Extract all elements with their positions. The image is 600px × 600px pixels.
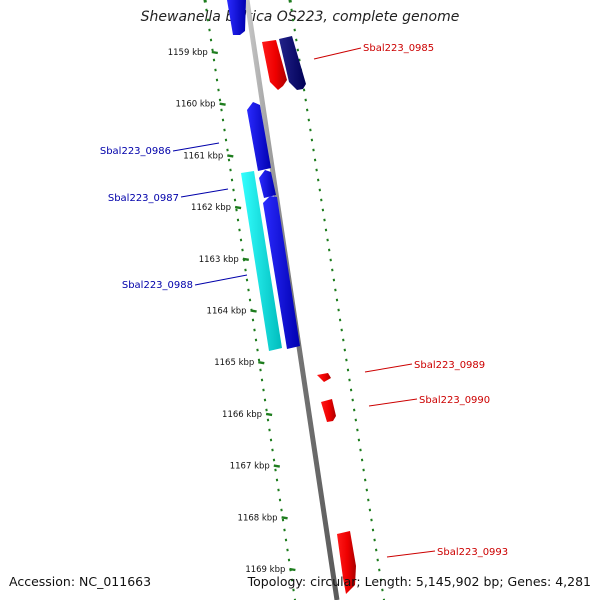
gene-leader-line [172,142,220,152]
accession-text: Accession: NC_011663 [9,574,152,589]
tick-mark [273,464,280,468]
gene-navy-forward-arrow [279,36,306,90]
tick-label: 1166 kbp [222,410,262,420]
gene-leader-line [180,188,229,198]
tick-mark [234,205,242,210]
inner-ring-dash [203,0,207,3]
gene-blue-long-arrow [263,196,300,349]
outer-ring-dash [288,0,292,3]
outer-scale-ring [288,0,386,600]
gene-leader-line [368,398,418,407]
gene-label-sbal223-0989[interactable]: Sbal223_0989 [414,360,485,371]
tick-mark [250,309,257,313]
inner-scale-ring [203,0,297,600]
gene-label-sbal223-0988[interactable]: Sbal223_0988 [122,280,193,291]
gene-leader-line [364,363,413,373]
tick-mark [281,516,288,520]
tick-label: 1164 kbp [207,307,247,317]
map-title: Shewanella baltica OS223, complete genom… [140,9,460,25]
tick-label: 1163 kbp [199,255,239,265]
gene-label-sbal223-0987[interactable]: Sbal223_0987 [108,193,179,204]
tick-label: 1161 kbp [183,151,223,161]
tick-label: 1168 kbp [238,513,278,523]
tick-label: 1167 kbp [230,462,270,472]
gene-labels: Sbal223_0985 Sbal223_0986 Sbal223_0987 Sbal… [100,43,508,558]
gene-leader-line [386,550,436,558]
tick-mark [211,50,218,55]
tick-mark [265,412,273,417]
tick-label: 1162 kbp [191,203,231,213]
gene-sbal223-0988-arrow [241,171,282,351]
gene-sbal223-0989-arrow [317,373,331,382]
tick-label: 1160 kbp [176,100,216,110]
gene-top-partial-arrow [227,0,246,35]
gene-label-sbal223-0985[interactable]: Sbal223_0985 [363,43,434,54]
gene-label-sbal223-0990[interactable]: Sbal223_0990 [419,395,490,406]
gene-sbal223-0986-arrow [247,102,271,171]
tick-label: 1159 kbp [168,48,208,58]
gene-label-leaders [172,47,436,558]
tick-label: 1165 kbp [214,358,254,368]
gene-label-sbal223-0986[interactable]: Sbal223_0986 [100,146,171,157]
tick-labels: 1159 kbp 1160 kbp 1161 kbp 1162 kbp 1163 kbp… [168,48,296,575]
tick-mark [219,102,226,106]
gene-leader-line [313,47,362,60]
tick-label: 1169 kbp [245,565,285,575]
tick-mark [242,257,249,261]
gene-label-sbal223-0993[interactable]: Sbal223_0993 [437,547,508,558]
gene-leader-line [194,274,248,286]
gene-sbal223-0987-arrow [259,170,276,198]
tick-mark [289,567,296,572]
gene-sbal223-0993-arrow [337,531,356,594]
gene-sbal223-0990-arrow [321,399,336,422]
genome-summary-text: Topology: circular; Length: 5,145,902 bp… [247,574,591,589]
gene-sbal223-0985-arrow [262,40,287,90]
tick-mark [258,361,265,365]
tick-mark [227,154,234,158]
